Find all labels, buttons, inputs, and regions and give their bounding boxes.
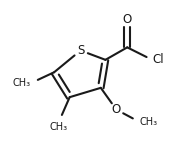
Text: Cl: Cl	[152, 53, 164, 66]
Text: CH₃: CH₃	[50, 122, 68, 132]
Text: CH₃: CH₃	[13, 78, 31, 88]
Text: CH₃: CH₃	[140, 117, 158, 127]
Text: O: O	[112, 103, 121, 116]
Text: S: S	[77, 44, 84, 57]
Text: O: O	[123, 13, 132, 26]
